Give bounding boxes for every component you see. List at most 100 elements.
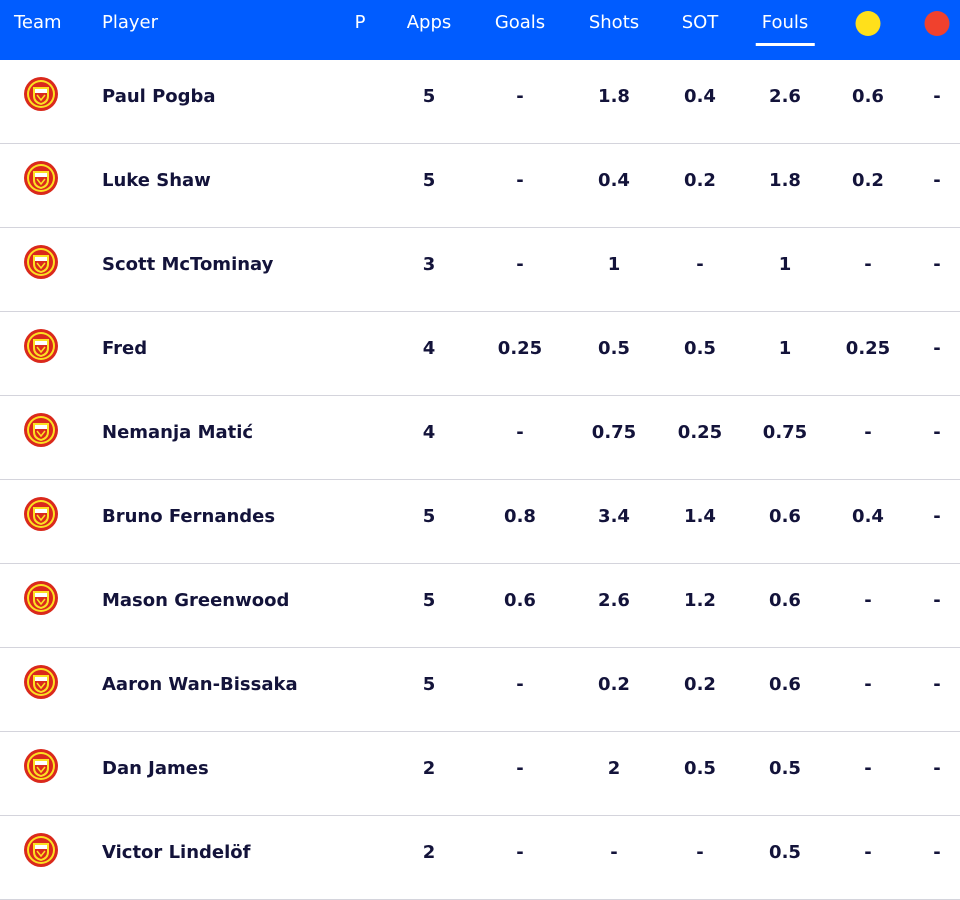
apps-value: 5 [422, 86, 436, 107]
red-cards-value: - [933, 338, 941, 359]
goals-value: - [516, 254, 524, 275]
player-name[interactable]: Luke Shaw [102, 170, 211, 191]
fouls-value: 1.8 [769, 170, 801, 191]
red-card-icon[interactable] [924, 11, 950, 36]
red-cards-value: - [933, 674, 941, 695]
goals-value: - [516, 674, 524, 695]
table-row[interactable]: Luke Shaw 5 - 0.4 0.2 1.8 0.2 - [0, 144, 960, 228]
sot-value: 0.2 [684, 170, 716, 191]
yellow-cards-value: - [864, 254, 872, 275]
table-row[interactable]: Bruno Fernandes 5 0.8 3.4 1.4 0.6 0.4 - [0, 480, 960, 564]
red-cards-value: - [933, 842, 941, 863]
apps-value: 2 [422, 758, 436, 779]
fouls-value: 2.6 [769, 86, 801, 107]
player-name[interactable]: Mason Greenwood [102, 590, 290, 611]
player-name[interactable]: Bruno Fernandes [102, 506, 276, 527]
fouls-value: 0.5 [769, 758, 801, 779]
table-row[interactable]: Scott McTominay 3 - 1 - 1 - - [0, 228, 960, 312]
sot-value: 0.5 [684, 338, 716, 359]
fouls-value: 0.6 [769, 506, 801, 527]
shots-value: 0.4 [598, 170, 630, 191]
shots-value: - [610, 842, 618, 863]
column-header-shots[interactable]: Shots [588, 12, 640, 33]
apps-value: 5 [422, 674, 436, 695]
column-header-player[interactable]: Player [102, 12, 159, 33]
yellow-cards-value: 0.4 [852, 506, 884, 527]
player-name[interactable]: Nemanja Matić [102, 422, 254, 443]
red-cards-value: - [933, 506, 941, 527]
yellow-cards-value: - [864, 590, 872, 611]
sot-value: 0.5 [684, 758, 716, 779]
goals-value: 0.6 [504, 590, 536, 611]
man-utd-crest-icon [24, 833, 58, 867]
apps-value: 2 [422, 842, 436, 863]
man-utd-crest-icon [24, 161, 58, 195]
player-name[interactable]: Paul Pogba [102, 86, 216, 107]
red-cards-value: - [933, 254, 941, 275]
player-name[interactable]: Dan James [102, 758, 209, 779]
yellow-cards-value: - [864, 422, 872, 443]
goals-value: - [516, 842, 524, 863]
shots-value: 0.2 [598, 674, 630, 695]
column-header-fouls[interactable]: Fouls [755, 0, 814, 46]
shots-value: 3.4 [598, 506, 630, 527]
table-row[interactable]: Mason Greenwood 5 0.6 2.6 1.2 0.6 - - [0, 564, 960, 648]
goals-value: - [516, 86, 524, 107]
column-header-team[interactable]: Team [14, 12, 62, 33]
yellow-cards-value: 0.6 [852, 86, 884, 107]
table-row[interactable]: Fred 4 0.25 0.5 0.5 1 0.25 - [0, 312, 960, 396]
shots-value: 0.75 [591, 422, 637, 443]
table-header: Team Player P Apps Goals Shots SOT Fouls [0, 0, 960, 60]
sot-value: 0.25 [677, 422, 723, 443]
apps-value: 5 [422, 590, 436, 611]
yellow-card-icon[interactable] [855, 11, 881, 36]
sot-value: 1.4 [684, 506, 716, 527]
player-name[interactable]: Aaron Wan-Bissaka [102, 674, 298, 695]
yellow-cards-value: 0.25 [845, 338, 891, 359]
table-row[interactable]: Dan James 2 - 2 0.5 0.5 - - [0, 732, 960, 816]
yellow-cards-value: - [864, 758, 872, 779]
red-cards-value: - [933, 170, 941, 191]
table-row[interactable]: Aaron Wan-Bissaka 5 - 0.2 0.2 0.6 - - [0, 648, 960, 732]
shots-value: 2.6 [598, 590, 630, 611]
man-utd-crest-icon [24, 245, 58, 279]
column-header-goals[interactable]: Goals [494, 12, 546, 33]
shots-value: 2 [607, 758, 621, 779]
fouls-value: 0.6 [769, 674, 801, 695]
yellow-cards-value: 0.2 [852, 170, 884, 191]
column-header-apps[interactable]: Apps [406, 12, 452, 33]
sot-value: 0.2 [684, 674, 716, 695]
player-name[interactable]: Victor Lindelöf [102, 842, 251, 863]
fouls-value: 0.5 [769, 842, 801, 863]
goals-value: - [516, 170, 524, 191]
player-name[interactable]: Fred [102, 338, 148, 359]
apps-value: 5 [422, 170, 436, 191]
goals-value: - [516, 758, 524, 779]
sot-value: - [696, 842, 704, 863]
apps-value: 4 [422, 422, 436, 443]
red-cards-value: - [933, 422, 941, 443]
table-row[interactable]: Nemanja Matić 4 - 0.75 0.25 0.75 - - [0, 396, 960, 480]
fouls-value: 0.6 [769, 590, 801, 611]
fouls-value: 1 [778, 254, 792, 275]
apps-value: 4 [422, 338, 436, 359]
goals-value: 0.25 [497, 338, 543, 359]
goals-value: - [516, 422, 524, 443]
man-utd-crest-icon [24, 497, 58, 531]
man-utd-crest-icon [24, 665, 58, 699]
column-header-sot[interactable]: SOT [681, 12, 719, 33]
sot-value: - [696, 254, 704, 275]
man-utd-crest-icon [24, 413, 58, 447]
yellow-cards-value: - [864, 674, 872, 695]
player-name[interactable]: Scott McTominay [102, 254, 274, 275]
red-cards-value: - [933, 758, 941, 779]
fouls-value: 1 [778, 338, 792, 359]
table-row[interactable]: Paul Pogba 5 - 1.8 0.4 2.6 0.6 - [0, 60, 960, 144]
column-header-position[interactable]: P [354, 12, 366, 33]
man-utd-crest-icon [24, 581, 58, 615]
table-row[interactable]: Victor Lindelöf 2 - - - 0.5 - - [0, 816, 960, 900]
man-utd-crest-icon [24, 329, 58, 363]
shots-value: 1 [607, 254, 621, 275]
red-cards-value: - [933, 86, 941, 107]
sot-value: 1.2 [684, 590, 716, 611]
